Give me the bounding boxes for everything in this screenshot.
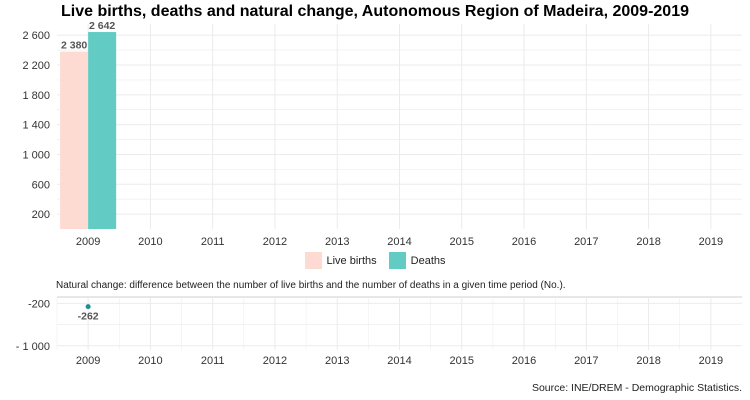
x-tick-label: 2012 [263,236,287,248]
main-chart-grid [57,24,742,229]
x-tick-label: 2013 [325,355,349,367]
natural-change-marks: -262 [78,304,99,323]
x-tick-label: 2018 [636,236,660,248]
x-tick-label: 2016 [512,236,536,248]
x-tick-label: 2012 [263,355,287,367]
main-chart-axes: 200 600 1 000 1 400 1 800 2 200 2 600 2009 2010 2… [22,30,723,248]
data-label-deaths: 2 642 [89,20,115,32]
y-tick-label: 1 000 [22,149,50,161]
y-tick-label: -200 [28,298,50,310]
legend-item-deaths: Deaths [388,252,446,269]
source-note: Source: INE/DREM - Demographic Statistic… [531,382,742,394]
natural-change-label: -262 [78,311,99,323]
legend-label-deaths: Deaths [410,254,446,267]
natural-change-grid [56,296,742,350]
x-tick-label: 2009 [76,236,100,248]
y-tick-label: 2 600 [22,30,50,42]
x-tick-label: 2011 [201,236,225,248]
natural-change-axes: -200 - 1 000 2009 2010 2011 2012 2013 2014 2015 2… [16,298,723,367]
bar-deaths [88,32,117,230]
x-tick-label: 2013 [325,236,349,248]
x-tick-label: 2009 [76,355,100,367]
x-tick-label: 2019 [699,236,723,248]
y-tick-label: 1 400 [22,120,50,132]
x-tick-label: 2014 [387,355,411,367]
x-tick-label: 2014 [387,236,411,248]
x-tick-label: 2019 [699,355,723,367]
bar-live-births [60,51,89,229]
legend-label-live-births: Live births [326,254,377,267]
y-tick-label: 200 [32,209,50,221]
x-tick-label: 2010 [138,236,162,248]
x-tick-label: 2010 [138,355,162,367]
x-tick-label: 2017 [574,355,598,367]
x-tick-label: 2015 [450,236,474,248]
legend-item-live-births: Live births [304,252,377,269]
x-tick-label: 2016 [512,355,536,367]
x-tick-label: 2015 [450,355,474,367]
legend-swatch-deaths [388,252,406,269]
y-tick-label: 1 800 [22,90,50,102]
x-tick-label: 2017 [574,236,598,248]
chart-title: Live births, deaths and natural change, … [61,3,689,20]
y-tick-label: 2 200 [22,60,50,72]
natural-change-caption: Natural change: difference between the n… [56,280,566,291]
y-tick-label: 600 [32,179,50,191]
y-tick-label: - 1 000 [16,341,50,353]
legend-swatch-live-births [304,252,322,269]
x-tick-label: 2018 [636,355,660,367]
legend: Live births Deaths [0,252,750,269]
data-label-live-births: 2 380 [61,40,87,52]
x-tick-label: 2011 [201,355,225,367]
natural-change-point [85,304,91,310]
